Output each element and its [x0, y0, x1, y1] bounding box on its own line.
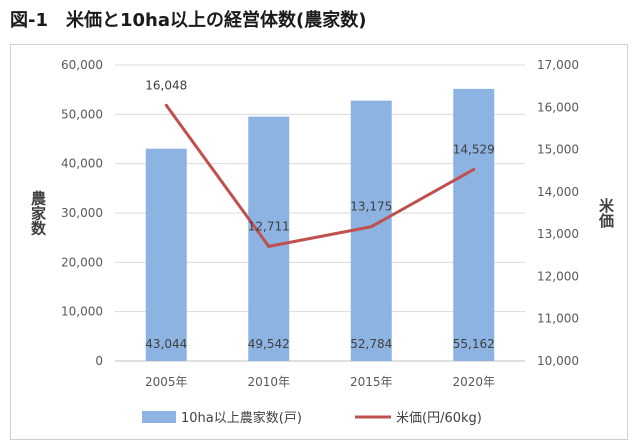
right-tick-label: 15,000	[537, 143, 579, 157]
right-tick-label: 12,000	[537, 269, 579, 283]
left-tick-label: 20,000	[61, 255, 103, 269]
line-data-label: 14,529	[453, 142, 495, 156]
chart-panel	[10, 44, 628, 440]
right-tick-label: 14,000	[537, 185, 579, 199]
line-point	[164, 103, 168, 107]
legend-label-line: 米価(円/60kg)	[396, 411, 482, 426]
line-data-label: 16,048	[145, 78, 187, 92]
left-tick-label: 50,000	[61, 107, 103, 121]
right-tick-label: 10,000	[537, 354, 579, 368]
page-title: 図-1 米価と10ha以上の経営体数(農家数)	[10, 10, 367, 31]
bar	[248, 116, 290, 361]
line-point	[369, 225, 373, 229]
left-tick-label: 30,000	[61, 206, 103, 220]
left-tick-label: 40,000	[61, 157, 103, 171]
bar	[145, 148, 187, 361]
left-tick-label: 10,000	[61, 305, 103, 319]
line-data-label: 12,711	[248, 219, 290, 233]
right-axis-title: 米価	[597, 197, 615, 229]
right-tick-label: 17,000	[537, 58, 579, 72]
right-tick-label: 11,000	[537, 312, 579, 326]
bar-data-label: 55,162	[453, 337, 495, 351]
left-tick-label: 60,000	[61, 58, 103, 72]
x-tick-label: 2005年	[145, 375, 188, 389]
line-data-label: 13,175	[350, 200, 392, 214]
right-tick-label: 16,000	[537, 100, 579, 114]
line-point	[267, 244, 271, 248]
line-point	[472, 167, 476, 171]
bar-data-label: 43,044	[145, 337, 187, 351]
line-series	[165, 104, 475, 248]
left-axis-title: 農家数	[29, 190, 47, 237]
legend-swatch-bar	[142, 411, 176, 423]
bar	[453, 88, 495, 362]
bar-data-label: 52,784	[350, 337, 392, 351]
right-tick-label: 13,000	[537, 227, 579, 241]
x-tick-label: 2020年	[452, 375, 495, 389]
x-tick-label: 2010年	[247, 375, 290, 389]
legend-label-bar: 10ha以上農家数(戸)	[181, 410, 302, 426]
x-tick-label: 2015年	[350, 375, 393, 389]
left-tick-label: 0	[95, 354, 103, 368]
bar-data-label: 49,542	[248, 337, 290, 351]
